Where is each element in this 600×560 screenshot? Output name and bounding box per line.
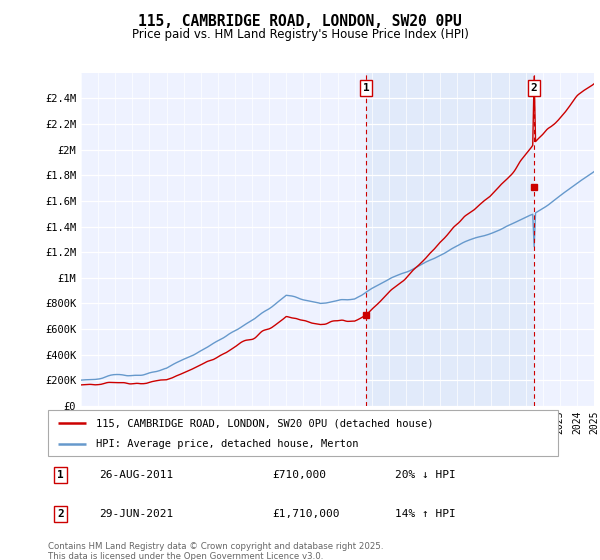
Text: Contains HM Land Registry data © Crown copyright and database right 2025.
This d: Contains HM Land Registry data © Crown c… [48, 542, 383, 560]
Text: 1: 1 [58, 470, 64, 480]
Text: 20% ↓ HPI: 20% ↓ HPI [395, 470, 455, 480]
Text: 2: 2 [531, 83, 538, 93]
Text: 26-AUG-2011: 26-AUG-2011 [99, 470, 173, 480]
Text: HPI: Average price, detached house, Merton: HPI: Average price, detached house, Mert… [97, 440, 359, 450]
FancyBboxPatch shape [48, 410, 558, 456]
Text: 115, CAMBRIDGE ROAD, LONDON, SW20 0PU (detached house): 115, CAMBRIDGE ROAD, LONDON, SW20 0PU (d… [97, 418, 434, 428]
Text: 14% ↑ HPI: 14% ↑ HPI [395, 509, 455, 519]
Text: 115, CAMBRIDGE ROAD, LONDON, SW20 0PU: 115, CAMBRIDGE ROAD, LONDON, SW20 0PU [138, 14, 462, 29]
Text: Price paid vs. HM Land Registry's House Price Index (HPI): Price paid vs. HM Land Registry's House … [131, 28, 469, 41]
Text: 29-JUN-2021: 29-JUN-2021 [99, 509, 173, 519]
Text: £1,710,000: £1,710,000 [272, 509, 340, 519]
Text: 2: 2 [58, 509, 64, 519]
Text: 1: 1 [362, 83, 370, 93]
Text: £710,000: £710,000 [272, 470, 326, 480]
Bar [366, 73, 534, 406]
